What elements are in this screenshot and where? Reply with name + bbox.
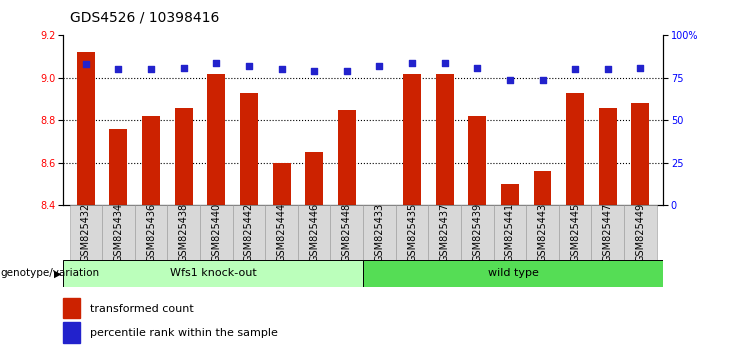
Text: genotype/variation: genotype/variation — [1, 268, 100, 279]
Text: GSM825447: GSM825447 — [602, 203, 613, 262]
Bar — [175, 108, 193, 205]
FancyBboxPatch shape — [428, 205, 461, 260]
Bar — [110, 129, 127, 205]
Point — [276, 67, 288, 72]
FancyBboxPatch shape — [526, 205, 559, 260]
FancyBboxPatch shape — [494, 205, 526, 260]
Bar — [240, 93, 258, 205]
Bar — [338, 110, 356, 205]
Bar — [599, 108, 617, 205]
Point — [243, 63, 255, 69]
FancyBboxPatch shape — [135, 205, 167, 260]
Text: ▶: ▶ — [54, 268, 62, 279]
FancyBboxPatch shape — [559, 205, 591, 260]
Text: GSM825448: GSM825448 — [342, 203, 352, 262]
Text: GDS4526 / 10398416: GDS4526 / 10398416 — [70, 11, 220, 25]
Text: GSM825446: GSM825446 — [309, 203, 319, 262]
FancyBboxPatch shape — [102, 205, 135, 260]
Text: GSM825442: GSM825442 — [244, 203, 254, 262]
Bar — [631, 103, 649, 205]
Point — [504, 77, 516, 82]
Bar — [273, 163, 290, 205]
Bar — [77, 52, 95, 205]
Point — [80, 62, 92, 67]
Bar — [403, 74, 421, 205]
FancyBboxPatch shape — [591, 205, 624, 260]
Text: Wfs1 knock-out: Wfs1 knock-out — [170, 268, 256, 279]
Point — [341, 68, 353, 74]
Point — [210, 60, 222, 65]
Bar — [207, 74, 225, 205]
Point — [145, 67, 157, 72]
Text: wild type: wild type — [488, 268, 539, 279]
FancyBboxPatch shape — [298, 205, 330, 260]
FancyBboxPatch shape — [363, 260, 663, 287]
Text: GSM825438: GSM825438 — [179, 203, 189, 262]
Bar — [501, 184, 519, 205]
Text: GSM825443: GSM825443 — [537, 203, 548, 262]
Point — [439, 60, 451, 65]
FancyBboxPatch shape — [624, 205, 657, 260]
Text: GSM825440: GSM825440 — [211, 203, 222, 262]
Text: GSM825449: GSM825449 — [635, 203, 645, 262]
Point — [308, 68, 320, 74]
FancyBboxPatch shape — [70, 205, 102, 260]
Text: percentile rank within the sample: percentile rank within the sample — [90, 328, 278, 338]
Point — [178, 65, 190, 70]
Text: GSM825439: GSM825439 — [472, 203, 482, 262]
Bar — [63, 322, 80, 343]
FancyBboxPatch shape — [265, 205, 298, 260]
Point — [536, 77, 548, 82]
Bar — [566, 93, 584, 205]
Bar — [534, 171, 551, 205]
Point — [569, 67, 581, 72]
Text: GSM825436: GSM825436 — [146, 203, 156, 262]
Bar — [436, 74, 453, 205]
Point — [113, 67, 124, 72]
Text: GSM825433: GSM825433 — [374, 203, 385, 262]
FancyBboxPatch shape — [167, 205, 200, 260]
Bar — [142, 116, 160, 205]
Text: transformed count: transformed count — [90, 304, 193, 314]
Point — [602, 67, 614, 72]
FancyBboxPatch shape — [330, 205, 363, 260]
Text: GSM825437: GSM825437 — [439, 203, 450, 262]
Bar — [468, 116, 486, 205]
FancyBboxPatch shape — [233, 205, 265, 260]
Point — [634, 65, 646, 70]
Bar — [305, 152, 323, 205]
Point — [406, 60, 418, 65]
Point — [373, 63, 385, 69]
Text: GSM825434: GSM825434 — [113, 203, 124, 262]
Text: GSM825445: GSM825445 — [570, 203, 580, 262]
FancyBboxPatch shape — [461, 205, 494, 260]
FancyBboxPatch shape — [396, 205, 428, 260]
FancyBboxPatch shape — [363, 205, 396, 260]
Bar — [63, 297, 80, 318]
Text: GSM825444: GSM825444 — [276, 203, 287, 262]
Text: GSM825441: GSM825441 — [505, 203, 515, 262]
FancyBboxPatch shape — [63, 260, 363, 287]
FancyBboxPatch shape — [200, 205, 233, 260]
Point — [471, 65, 483, 70]
Text: GSM825435: GSM825435 — [407, 203, 417, 262]
Bar — [370, 205, 388, 216]
Text: GSM825432: GSM825432 — [81, 203, 91, 262]
